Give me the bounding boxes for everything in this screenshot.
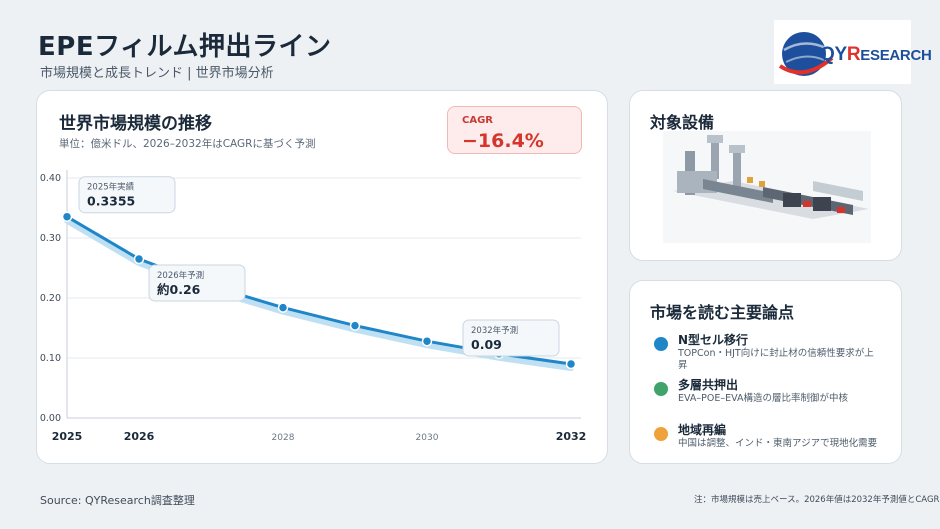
y-tick-label: 0.30 [40,233,61,244]
annotation-label: 2025年実績 [87,182,135,193]
key-point-title: N型セル移行 [678,333,749,347]
key-point-title: 地域再編 [678,423,727,437]
key-point-desc: EVA–POE–EVA構造の層比率制御が中核 [678,393,848,404]
logo-wordmark: QYRESEARCH [820,44,932,66]
annotation-value: 0.3355 [87,194,135,209]
source-note: Source: QYResearch調査整理 [40,494,195,507]
market-size-chart-card: 世界市場規模の推移 単位：億米ドル、2026–2032年はCAGRに基づく予測 … [36,90,608,464]
data-point [133,253,145,265]
key-points-title: 市場を読む主要論点 [650,303,795,322]
key-point-desc: 中国は調整、インド・東南アジアで現地化需要 [678,438,878,449]
annotation-label: 2032年予測 [471,325,518,336]
qyresearch-logo: QYRESEARCH [774,20,932,84]
annotation-value: 約0.26 [157,282,201,297]
annotation-box [78,176,176,214]
data-point [565,358,577,370]
y-tick-label: 0.40 [40,173,61,184]
data-point [421,335,433,347]
key-points-card: 市場を読む主要論点 N型セル移行 TOPCon・HJT向けに封止材の信頼性要求が… [629,280,902,464]
cagr-badge: CAGR −16.4% [447,106,582,154]
page-title: EPEフィルム押出ライン [38,32,332,62]
cagr-value: −16.4% [462,130,544,152]
chart-title: 世界市場規模の推移 [59,114,212,134]
key-point-desc: TOPCon・HJT向けに封止材の信頼性要求が上昇 [678,348,874,371]
annotation-box [462,319,560,357]
annotation-label: 2026年予測 [157,270,204,281]
chart-unit: 単位：億米ドル、2026–2032年はCAGRに基づく予測 [59,138,316,150]
x-tick-label: 2025 [52,430,83,443]
x-tick-label: 2026 [124,430,155,443]
green-dot-icon [654,382,668,396]
extrusion-line-machine-icon [663,131,871,243]
x-tick-label: 2032 [556,430,587,443]
equipment-card-title: 対象設備 [650,113,715,132]
blue-dot-icon [654,337,668,351]
line-chart: 0.00 0.10 0.20 0.30 0.40 2025 2026 2028 2030 2032… [40,170,587,443]
annotation-value: 0.09 [471,337,502,352]
y-tick-label: 0.10 [40,353,61,364]
logo-letters-rest: ESEARCH [860,47,932,64]
page-subtitle: 市場規模と成長トレンド | 世界市場分析 [40,66,274,81]
annotation-box [148,264,246,302]
data-point [61,211,73,222]
logo-globe-icon [778,32,834,76]
data-point [277,302,289,313]
x-tick-label: 2030 [416,433,439,443]
cagr-label: CAGR [462,115,493,126]
equipment-card: 対象設備 [629,90,902,261]
logo-letter-y: Y [834,44,847,65]
y-tick-label: 0.00 [40,413,61,424]
y-tick-label: 0.20 [40,293,61,304]
logo-letter-r: R [846,44,861,65]
x-tick-label: 2028 [272,433,295,443]
footnote: 注：市場規模は売上ベース。2026年値は2032年予測値とCAGRに基づく推計 [694,495,940,505]
data-point [349,320,361,331]
key-point-title: 多層共押出 [678,378,739,392]
logo-letter-q: Q [820,44,835,65]
orange-dot-icon [654,427,668,441]
